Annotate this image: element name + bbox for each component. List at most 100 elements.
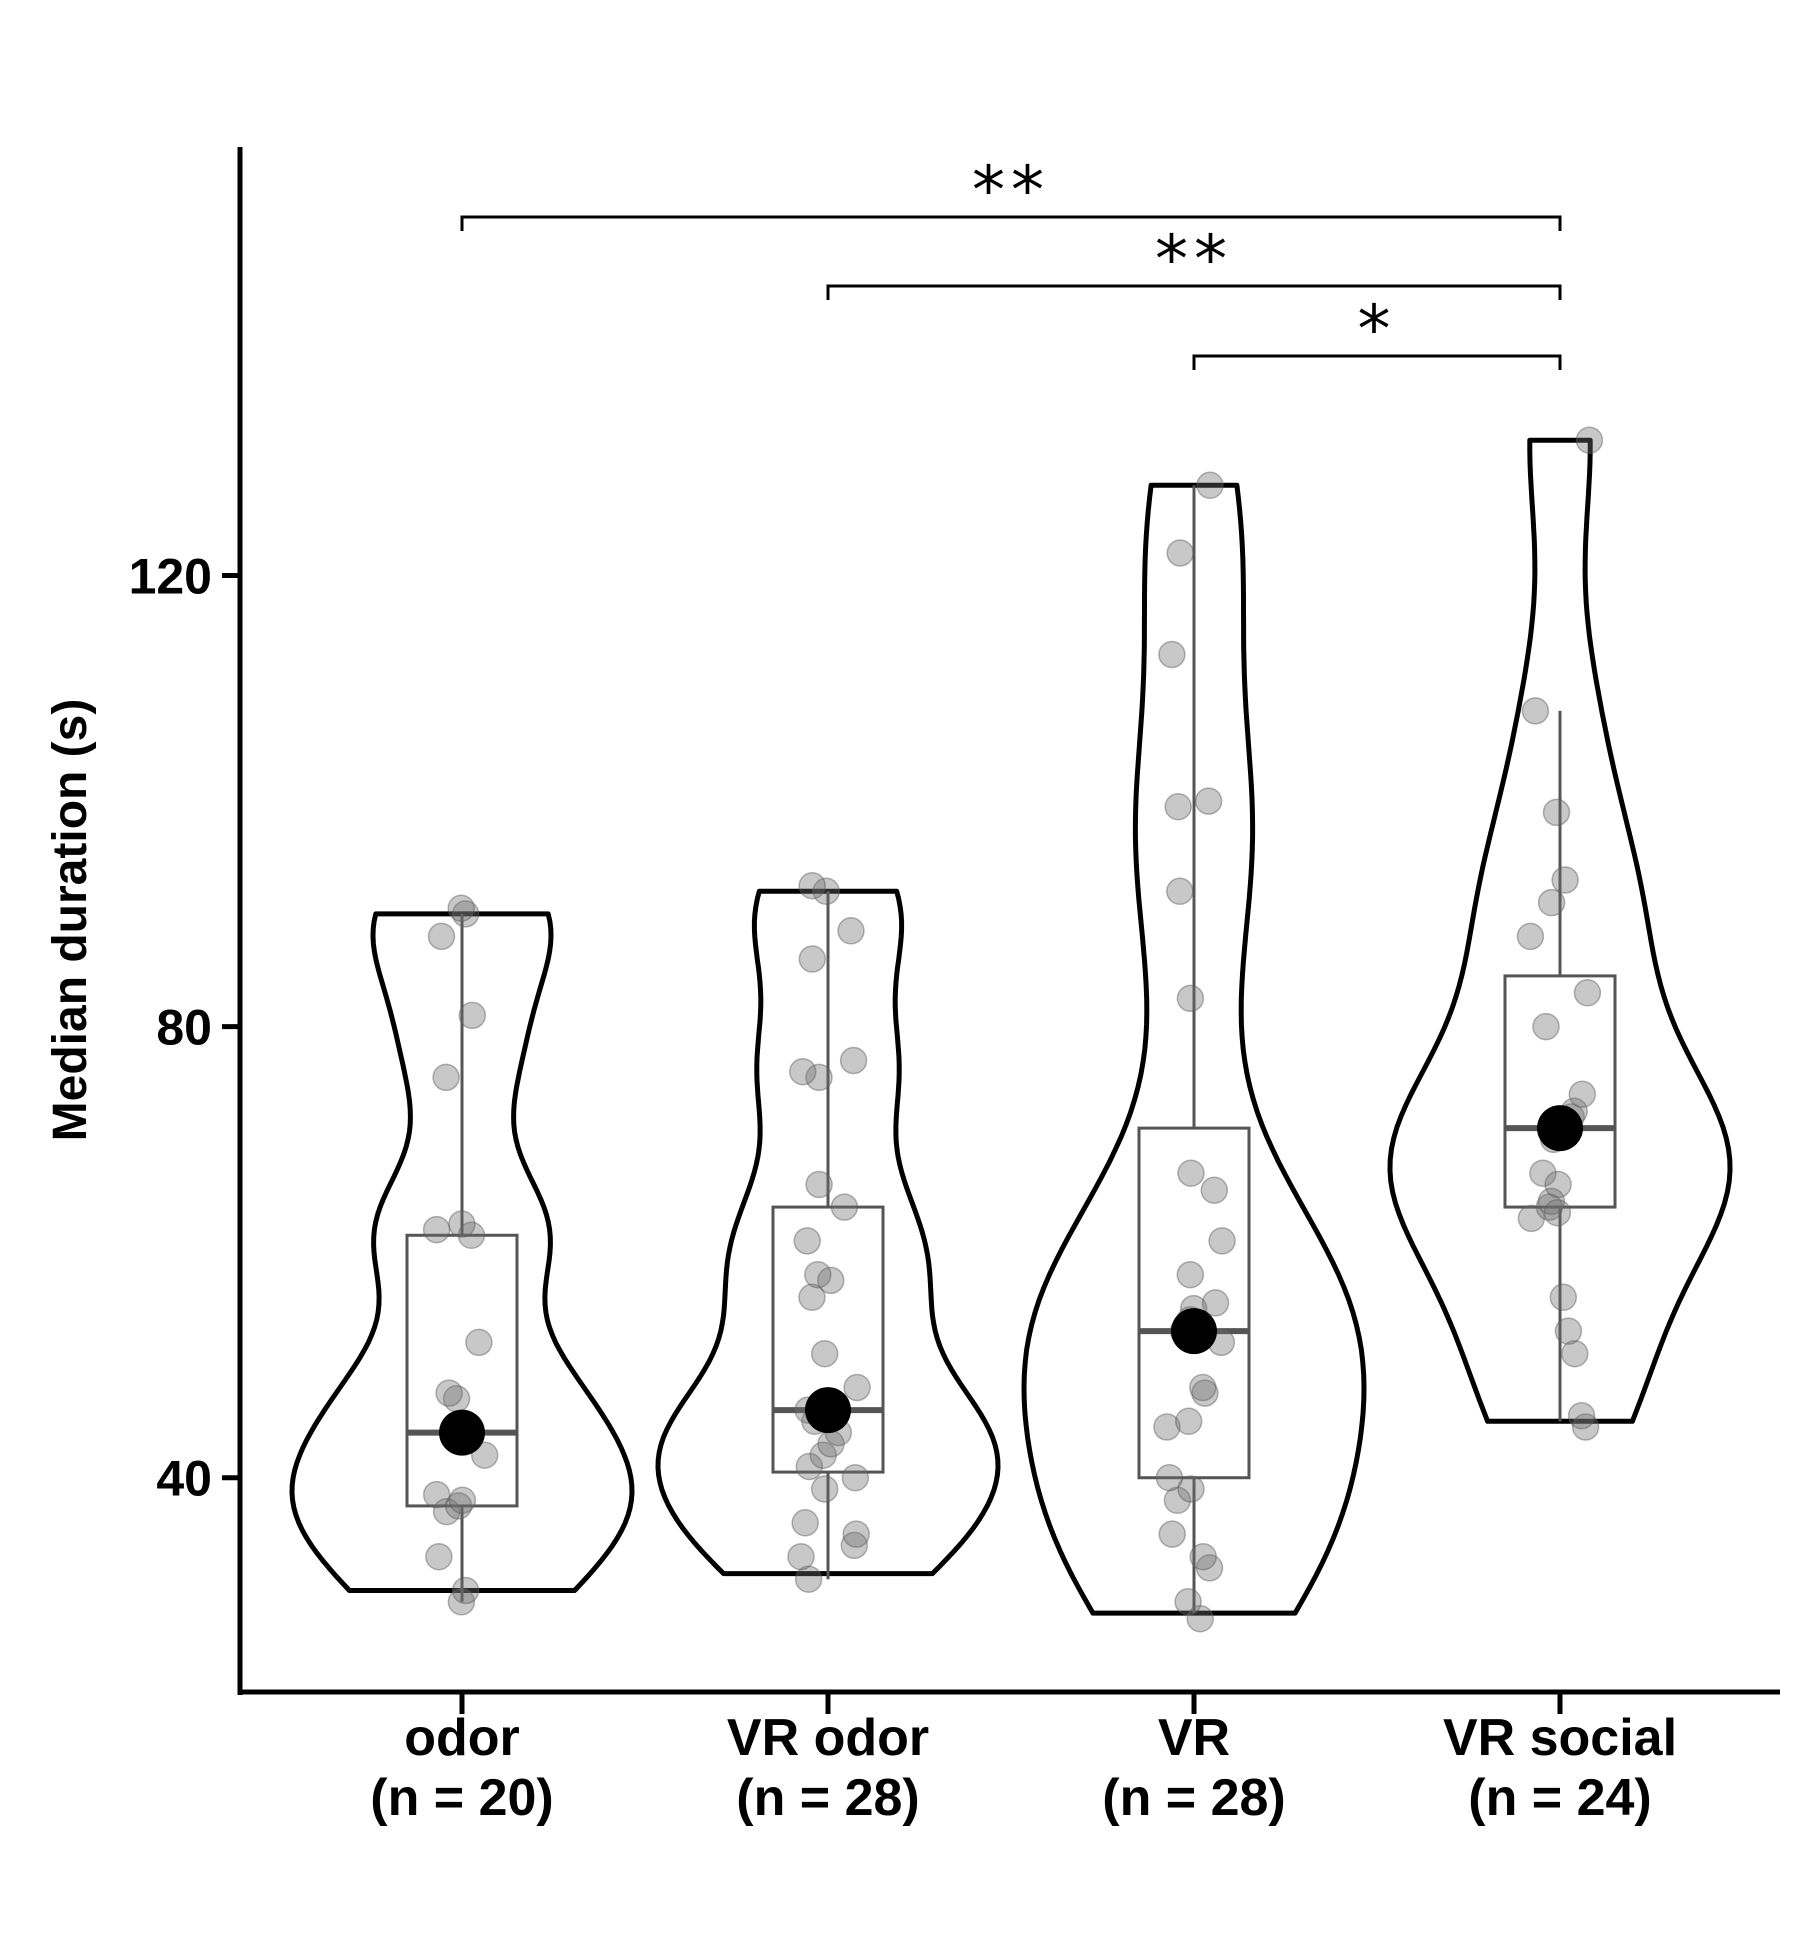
data-point	[1208, 1227, 1236, 1255]
category-label: odor	[404, 1709, 520, 1767]
data-point	[794, 1565, 823, 1593]
data-point	[805, 1063, 833, 1092]
data-point	[1164, 792, 1192, 821]
data-point	[843, 1373, 871, 1402]
data-point	[1554, 1317, 1583, 1345]
data-point	[810, 1475, 839, 1503]
data-point	[1158, 640, 1186, 669]
data-point	[1549, 1283, 1578, 1312]
significance-bracket	[460, 215, 1562, 231]
data-point	[1516, 922, 1545, 951]
data-point	[444, 1492, 473, 1520]
median-dot	[439, 1409, 485, 1456]
data-point	[1176, 1260, 1205, 1289]
data-point	[432, 1063, 460, 1092]
data-point	[804, 1260, 832, 1289]
data-point	[435, 1379, 463, 1407]
data-point	[1174, 1407, 1203, 1436]
violin-outline	[1021, 482, 1367, 1616]
category-label: VR odor	[727, 1709, 929, 1767]
data-point	[1543, 1198, 1572, 1227]
category-n-label: (n = 28)	[1102, 1769, 1286, 1827]
data-point	[1567, 1401, 1596, 1430]
data-point	[1200, 1176, 1229, 1204]
data-point	[427, 922, 456, 951]
data-point	[830, 1193, 859, 1221]
data-point	[1163, 1486, 1192, 1515]
y-axis-label: Median duration (s)	[44, 699, 97, 1142]
data-point	[798, 1283, 826, 1312]
violin-outline	[1387, 437, 1733, 1424]
category-n-label: (n = 24)	[1468, 1769, 1652, 1827]
data-point	[1544, 1170, 1572, 1199]
data-point	[448, 1486, 477, 1515]
data-point	[798, 871, 826, 900]
category-label: VR	[1158, 1709, 1230, 1767]
y-tick-label: 120	[129, 549, 212, 605]
box-iqr	[1503, 974, 1617, 1209]
data-point	[1194, 787, 1223, 815]
category-n-label: (n = 28)	[736, 1769, 920, 1827]
data-point	[1201, 1289, 1230, 1317]
violins	[289, 437, 1733, 1616]
data-point	[1158, 1520, 1186, 1548]
y-tick-label: 80	[156, 1000, 212, 1056]
violin-outline	[655, 888, 1001, 1577]
category-label: VR social	[1443, 1709, 1677, 1767]
data-point	[1186, 1604, 1214, 1633]
category-n-label: (n = 20)	[370, 1769, 554, 1827]
data-point	[1568, 1080, 1597, 1109]
data-point	[1529, 1159, 1557, 1187]
data-point	[465, 1328, 493, 1357]
box-iqr	[405, 1233, 519, 1508]
median-dot	[1171, 1308, 1217, 1355]
data-point	[1532, 1012, 1560, 1041]
data-point	[1537, 888, 1566, 917]
boxplots	[405, 485, 1617, 1614]
data-point	[795, 1452, 824, 1481]
data-point	[458, 1001, 487, 1030]
category-labels: odor(n = 20)VR odor(n = 28)VR(n = 28)VR …	[370, 1692, 1677, 1827]
median-dot	[805, 1387, 851, 1434]
data-point	[789, 1057, 817, 1086]
data-point	[1537, 1187, 1566, 1216]
data-point	[1189, 1542, 1217, 1571]
significance-bracket	[826, 284, 1562, 300]
data-point	[1177, 1159, 1205, 1187]
box-iqr	[1137, 1126, 1251, 1480]
data-point	[841, 1463, 870, 1492]
data-point	[837, 917, 865, 945]
data-point	[1177, 1475, 1205, 1503]
data-point	[447, 1588, 476, 1616]
data-point	[812, 877, 840, 906]
data-point	[1561, 1339, 1589, 1368]
data-point	[1521, 697, 1550, 725]
data-point	[793, 1227, 821, 1255]
data-point	[1166, 539, 1194, 567]
data-point	[422, 1480, 451, 1509]
data-point	[839, 1046, 868, 1075]
data-points	[422, 426, 1604, 1633]
data-point	[422, 1215, 451, 1244]
data-point	[787, 1542, 815, 1571]
data-point	[457, 1221, 486, 1250]
data-point	[448, 1210, 476, 1238]
data-point	[817, 1266, 845, 1295]
data-point	[1174, 1588, 1202, 1616]
data-point	[1155, 1463, 1184, 1492]
box-iqr	[771, 1205, 885, 1474]
data-point	[1573, 979, 1602, 1007]
data-point	[1575, 426, 1604, 454]
significance-label: *	[1358, 291, 1397, 368]
data-point	[1551, 866, 1579, 894]
significance-annotations: *****	[460, 152, 1562, 370]
data-point	[451, 1576, 480, 1605]
data-point	[798, 945, 827, 973]
median-dots	[439, 1105, 1583, 1456]
data-point	[791, 1509, 819, 1537]
significance-bracket	[1192, 354, 1562, 370]
data-point	[809, 1441, 837, 1469]
data-point	[1176, 984, 1205, 1013]
data-point	[1535, 1193, 1564, 1221]
